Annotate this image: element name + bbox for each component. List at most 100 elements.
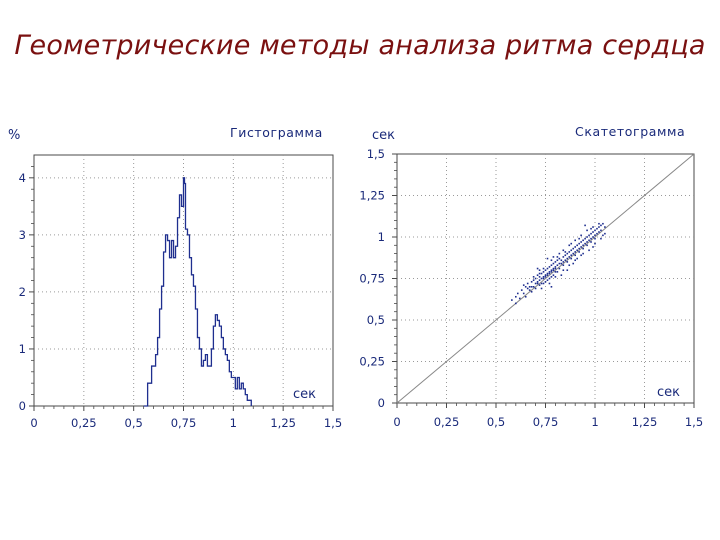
scatterogram-x-tick-label: 0,25 (434, 415, 460, 429)
scatterogram-minor-ticks (392, 153, 695, 408)
scatter-point (548, 266, 551, 268)
scatter-point (548, 282, 551, 285)
scatter-point (546, 267, 549, 270)
scatter-point (550, 286, 553, 288)
scatter-point (544, 281, 547, 283)
scatter-point (600, 237, 602, 240)
scatter-point (568, 244, 571, 247)
scatter-point (562, 256, 565, 258)
scatter-point (538, 276, 541, 278)
scatter-point (578, 251, 580, 253)
scatter-point (524, 286, 527, 288)
scatter-point (550, 269, 553, 271)
scatter-point (602, 222, 604, 225)
scatterogram-x-tick-label: 0,75 (533, 415, 559, 429)
scatter-point (544, 274, 547, 276)
scatter-point (546, 274, 549, 276)
scatter-point (580, 246, 582, 248)
scatter-point (552, 267, 555, 270)
scatter-point (580, 254, 582, 257)
scatter-point (528, 289, 531, 291)
scatter-point (534, 277, 537, 280)
scatter-point (560, 274, 563, 276)
histogram-series-line (143, 177, 252, 407)
scatter-point (558, 252, 561, 255)
scatterogram-y-tick-label: 0,25 (359, 355, 385, 369)
scatter-point (552, 274, 555, 276)
scatter-point (558, 257, 561, 260)
scatter-point (576, 257, 578, 260)
scatter-point (564, 259, 567, 262)
scatter-point (604, 226, 606, 228)
scatterogram-x-tick-labels: 0 0,25 0,5 0,75 1 1,25 1,5 (393, 415, 703, 429)
scatter-point (562, 264, 565, 267)
scatter-point (586, 244, 588, 247)
scatter-point (592, 231, 594, 233)
scatterogram-x-tick-label: 0,5 (487, 415, 505, 429)
scatter-point (594, 229, 596, 232)
scatter-point (540, 277, 543, 280)
scatter-point (590, 232, 592, 235)
scatter-point (570, 254, 573, 257)
scatter-point (515, 302, 517, 305)
scatter-point (546, 257, 549, 260)
scatterogram-x-tick-label: 1,25 (632, 415, 658, 429)
scatter-point (542, 282, 545, 285)
scatter-point (546, 279, 549, 281)
scatter-point (515, 295, 517, 298)
histogram-x-tick-label: 0,75 (171, 416, 197, 430)
histogram-y-tick-label: 2 (19, 285, 26, 299)
scatter-point (574, 246, 576, 248)
scatter-point (574, 239, 576, 242)
scatter-point (530, 281, 533, 283)
scatter-point (536, 274, 539, 276)
scatter-point (532, 286, 535, 288)
histogram-x-tick-label: 0,5 (125, 416, 143, 430)
scatter-point (542, 277, 545, 280)
scatter-point (576, 244, 578, 247)
identity-line (396, 153, 695, 404)
scatter-point (580, 241, 582, 243)
scatter-point (592, 246, 594, 248)
scatter-point (530, 286, 533, 288)
histogram-y-tick-label: 0 (19, 399, 26, 413)
scatter-point (562, 249, 565, 252)
scatter-point (554, 267, 557, 270)
scatter-point (564, 254, 567, 257)
scatter-point (588, 249, 590, 252)
scatter-point (556, 259, 559, 262)
scatter-point (578, 247, 580, 250)
scatterogram-x-tick-label: 1 (591, 415, 598, 429)
scatter-point (570, 257, 573, 260)
scatter-point (522, 284, 525, 286)
scatter-point (538, 269, 541, 271)
scatter-point (586, 236, 588, 238)
scatter-point (582, 247, 584, 250)
scatter-point (550, 271, 553, 273)
histogram-chart: 0 0,25 0,5 0,75 1 1,25 1,5 0 1 2 3 4 Гистограмма %… (8, 125, 342, 430)
scatter-point (594, 234, 596, 237)
scatter-point (572, 247, 575, 250)
scatter-point (596, 227, 598, 230)
histogram-x-tick-label: 1,25 (270, 416, 296, 430)
scatter-point (576, 249, 578, 252)
scatter-point (511, 299, 513, 301)
scatter-point (518, 297, 521, 300)
histogram-y-tick-labels: 0 1 2 3 4 (19, 171, 26, 413)
scatter-point (552, 256, 555, 258)
scatter-point (526, 282, 529, 285)
scatterogram-title: Скатетограмма (575, 124, 685, 139)
scatter-point (540, 272, 543, 275)
scatter-point (520, 289, 523, 291)
scatter-point (594, 237, 596, 240)
scatter-point (572, 262, 575, 265)
scatter-point (532, 276, 535, 278)
histogram-y-axis-label: % (8, 128, 20, 143)
scatter-point (522, 292, 525, 295)
histogram-x-tick-labels: 0 0,25 0,5 0,75 1 1,25 1,5 (30, 416, 342, 430)
scatter-point (558, 262, 561, 265)
scatter-point (590, 241, 592, 243)
scatterogram-x-label-bg (654, 382, 690, 400)
scatter-point (594, 242, 596, 245)
